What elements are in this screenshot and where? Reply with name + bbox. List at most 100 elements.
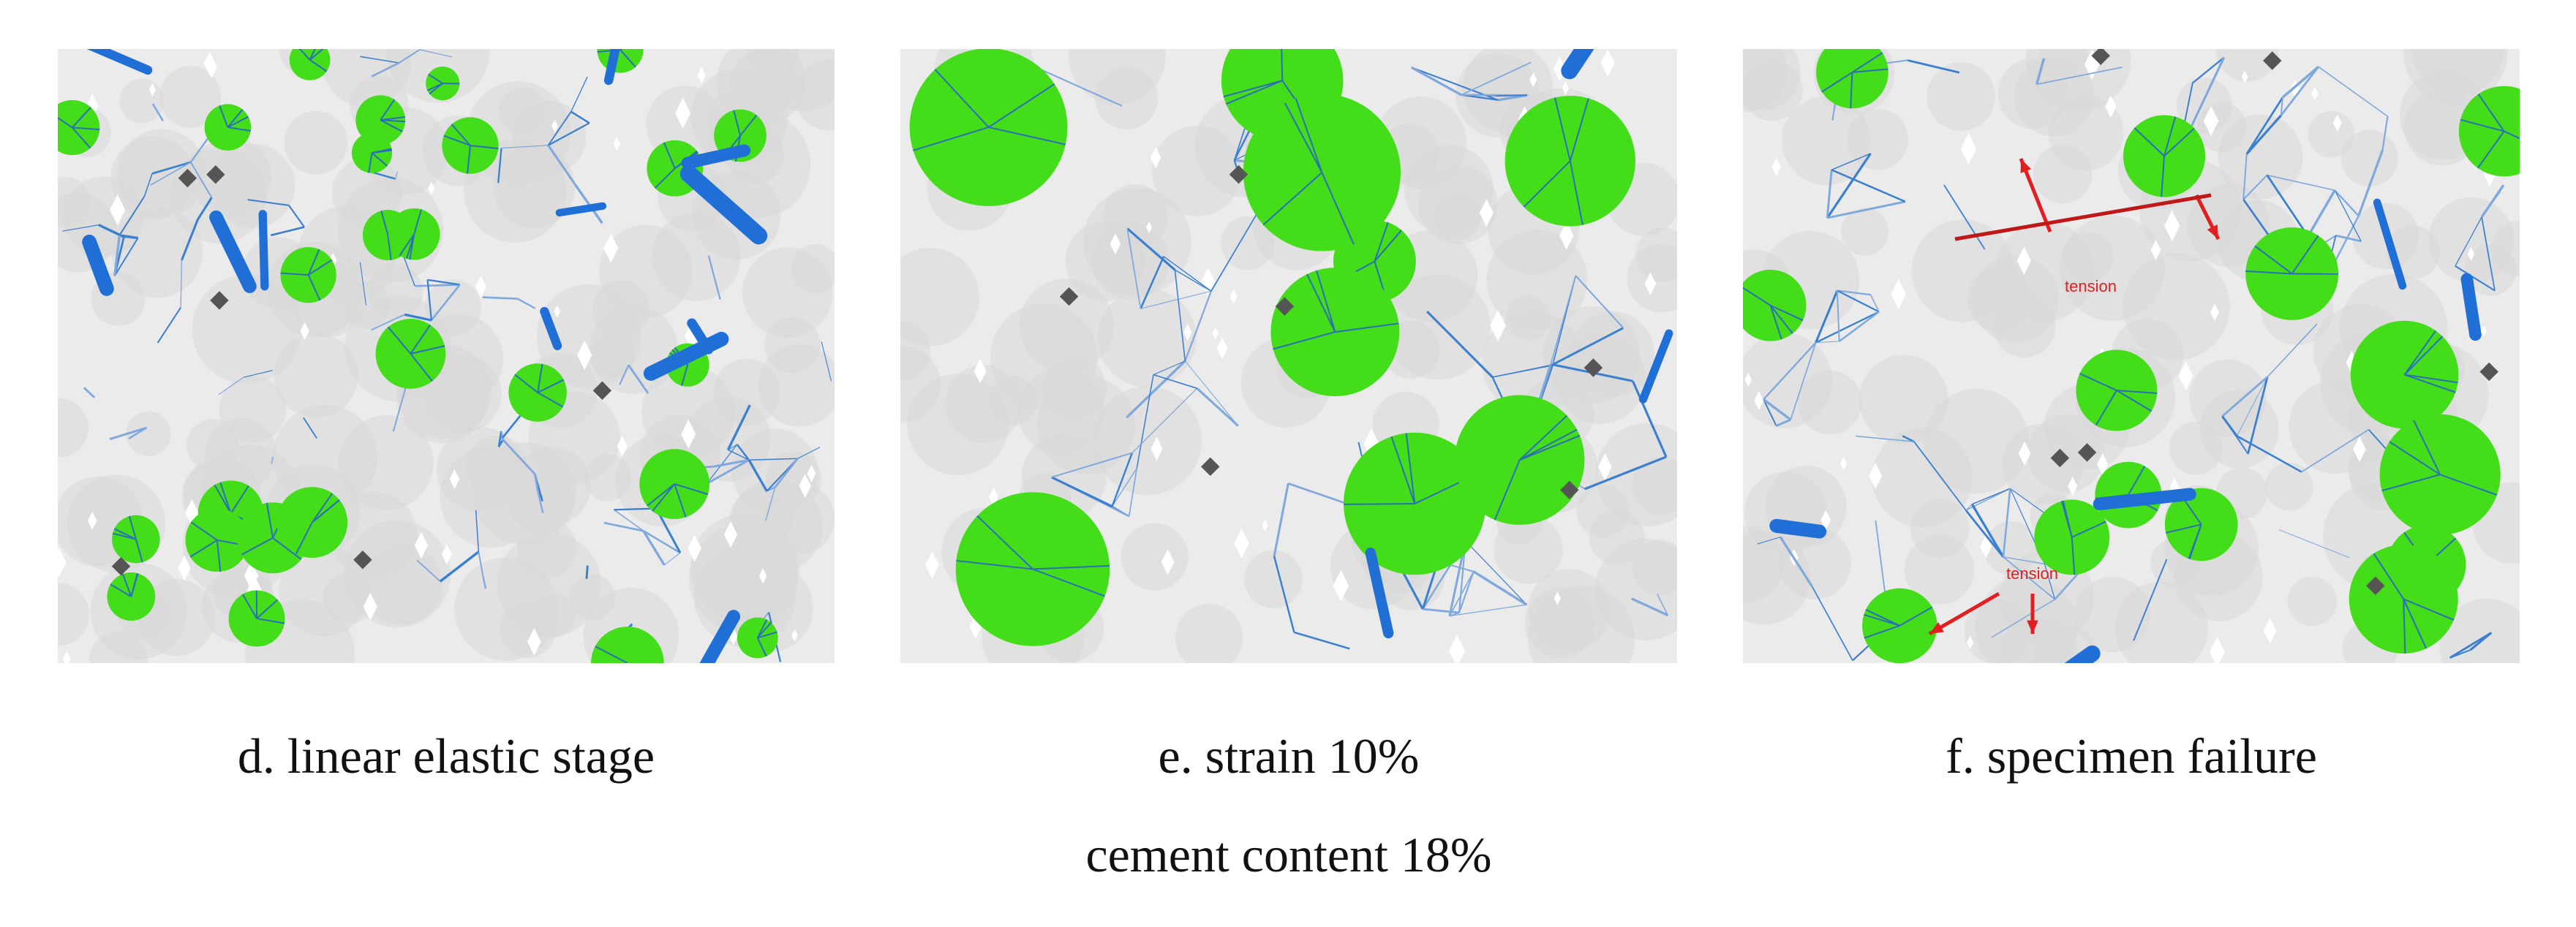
void	[58, 547, 67, 578]
particle	[1494, 515, 1563, 584]
contact-force	[1821, 72, 1853, 93]
contact-force	[241, 594, 257, 619]
contact-force	[570, 76, 588, 113]
contact-force	[1519, 428, 1578, 461]
contact-force	[1907, 59, 1960, 74]
contact-force	[113, 528, 137, 540]
void	[110, 194, 126, 226]
void	[363, 592, 377, 621]
strong-contact	[699, 610, 741, 663]
void	[989, 487, 998, 507]
contact-force	[497, 431, 502, 447]
contact-force	[219, 105, 229, 128]
tension-arrowhead	[2207, 224, 2218, 239]
contact-force	[2373, 553, 2405, 599]
particle	[284, 110, 348, 175]
contact-force	[2267, 174, 2335, 191]
contact-force	[2242, 174, 2268, 200]
contact-force	[121, 573, 132, 597]
contact-force	[1423, 608, 1460, 614]
void	[1479, 199, 1494, 227]
contact-force	[797, 447, 821, 459]
contact-force	[603, 521, 644, 532]
particle	[2340, 129, 2398, 187]
contact-force	[227, 116, 249, 129]
contact-force	[1374, 222, 1389, 262]
contact-force	[1965, 510, 2005, 558]
annotation: tension	[2065, 277, 2117, 295]
contact-force	[1273, 556, 1295, 633]
particle	[1121, 523, 1189, 591]
contact-force	[227, 126, 251, 132]
contact-force	[647, 483, 675, 507]
contact-force	[2245, 270, 2292, 275]
contact-force	[295, 522, 313, 555]
contact-force	[765, 487, 776, 521]
void	[2203, 106, 2219, 136]
particle	[1555, 333, 1646, 424]
contact-force	[674, 483, 709, 496]
void	[1234, 528, 1249, 559]
void	[1449, 635, 1465, 663]
void	[203, 51, 216, 75]
particle	[1152, 125, 1243, 216]
contact-force	[1184, 360, 1239, 426]
particle	[1967, 267, 2032, 333]
marker	[1059, 287, 1079, 306]
contact-force	[1779, 536, 1813, 587]
strong-contact	[2460, 273, 2482, 341]
contact-force	[416, 559, 441, 582]
contact-force	[243, 370, 273, 378]
contact-force	[2163, 127, 2195, 157]
contact-force	[387, 326, 412, 355]
contact-force	[934, 69, 990, 128]
particle	[758, 344, 835, 427]
contact-force	[2002, 488, 2011, 557]
contact-force	[1174, 270, 1186, 361]
contact-force	[109, 426, 148, 441]
contact-force	[247, 199, 289, 206]
contact-force	[1163, 256, 1212, 292]
contact-force	[1569, 161, 1583, 225]
particle	[2264, 462, 2313, 511]
figure-caption: cement content 18%	[1085, 827, 1492, 882]
strong-contact	[258, 210, 269, 291]
void	[1891, 279, 1906, 309]
contact-force	[130, 572, 138, 597]
void	[688, 534, 701, 562]
contact-force	[1449, 571, 1475, 616]
contact-force	[113, 237, 139, 276]
contact-force	[1111, 453, 1133, 507]
contact-force	[1184, 290, 1213, 362]
particle	[589, 332, 636, 378]
void	[428, 181, 435, 195]
contact-force	[216, 540, 222, 572]
contact-force	[150, 162, 192, 186]
particle	[1042, 356, 1107, 421]
contact-force	[2439, 474, 2498, 496]
cement-particle	[2458, 86, 2520, 177]
contact-force	[2245, 114, 2282, 155]
contact-force	[1273, 331, 1336, 350]
contact-force	[774, 458, 799, 488]
contact-force	[757, 621, 772, 639]
contact-force	[2280, 66, 2319, 116]
contact-force	[2236, 377, 2268, 436]
particle	[2059, 215, 2165, 321]
particle	[58, 398, 89, 458]
void	[1980, 534, 1992, 559]
contact-force	[312, 499, 340, 523]
tension-arrowhead	[2020, 159, 2032, 173]
contact-force	[219, 482, 232, 514]
void	[551, 119, 558, 133]
contact-force	[1284, 102, 1323, 173]
tension-arrowhead	[1929, 622, 1944, 634]
contact-force	[2481, 216, 2496, 291]
contact-force	[1126, 360, 1186, 419]
particle	[205, 417, 277, 491]
contact-force	[429, 83, 443, 95]
particle	[338, 415, 434, 510]
contact-force	[2116, 390, 2153, 412]
contact-force	[2192, 56, 2225, 84]
particle	[58, 192, 118, 273]
